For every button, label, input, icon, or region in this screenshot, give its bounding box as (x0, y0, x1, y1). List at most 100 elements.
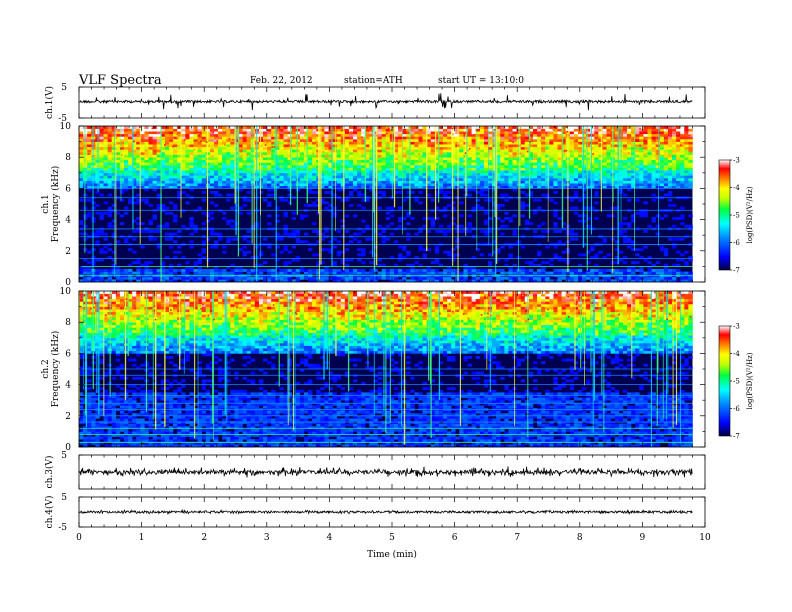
spectrogram-cell (357, 139, 362, 142)
spectrogram-cell (242, 159, 247, 163)
spectrogram-cell (373, 193, 378, 197)
spectrogram-cell (353, 146, 358, 150)
spectrogram-cell (430, 271, 436, 275)
spectrogram-cell (111, 271, 117, 275)
spectrogram-cell (541, 136, 546, 140)
spectrogram-cell (520, 136, 526, 140)
spectrogram-cell (267, 128, 272, 132)
spectrogram-cell (328, 204, 333, 207)
spectrogram-cell (455, 152, 460, 155)
spectrogram-cell (218, 144, 223, 148)
spectrogram-cell (541, 183, 546, 187)
spectrogram-cell (414, 180, 419, 184)
spectrogram-cell (471, 209, 477, 213)
spectrogram-cell (328, 178, 333, 181)
spectrogram-cell (504, 144, 509, 148)
spectrogram-cell (160, 154, 166, 158)
spectrogram-cell (561, 258, 566, 262)
spectrogram-cell (398, 146, 403, 150)
spectrogram-cell (602, 240, 607, 244)
spectrogram-cell (549, 178, 554, 181)
spectrogram-cell (132, 154, 137, 158)
spectrogram-cell (373, 178, 378, 181)
spectrogram-cell (119, 139, 125, 142)
spectrogram-cell (455, 167, 460, 171)
spectrogram-cell (136, 193, 141, 197)
spectrogram-cell (471, 178, 477, 181)
spectrogram-cell (496, 279, 501, 283)
spectrogram-cell (132, 146, 137, 150)
spectrogram-cell (504, 180, 509, 184)
spectrogram-cell (627, 279, 632, 283)
spectrogram-cell (381, 146, 387, 150)
spectrogram-cell (332, 175, 337, 179)
spectrogram-cell (246, 276, 252, 280)
spectrogram-cell (193, 172, 198, 176)
spectrogram-cell (332, 165, 337, 168)
spectrogram-cell (520, 144, 526, 148)
spectrogram-cell (271, 136, 276, 140)
spectrogram-cell (246, 157, 252, 161)
spectrogram-cell (209, 271, 215, 275)
spectrogram-cell (614, 172, 620, 176)
spectrogram-cell (434, 276, 440, 280)
spectrogram-cell (320, 185, 325, 189)
spectrogram-cell (471, 183, 477, 187)
spectrogram-cell (639, 279, 644, 283)
spectrogram-cell (340, 185, 346, 189)
spectrogram-cell (275, 175, 280, 179)
spectrogram-cell (287, 185, 292, 189)
spectrogram-cell (136, 170, 141, 174)
spectrogram-cell (381, 126, 387, 129)
spectrogram-cell (119, 159, 125, 163)
spectrogram-cell (213, 133, 219, 137)
spectrogram-cell (631, 159, 636, 163)
spectrogram-cell (275, 206, 280, 210)
spectrogram-cell (385, 175, 391, 179)
spectrogram-cell (520, 146, 526, 150)
spectrogram-cell (267, 276, 272, 280)
spectrogram-cell (308, 141, 313, 145)
spectrogram-cell (132, 126, 137, 129)
spectrogram-cell (308, 139, 313, 142)
spectrogram-cell (504, 128, 509, 132)
spectrogram-cell (361, 149, 366, 153)
spectrogram-cell (103, 167, 108, 171)
spectrogram-cell (303, 146, 309, 150)
spectrogram-cell (299, 152, 305, 155)
spectrogram-cell (324, 170, 329, 174)
spectrogram-cell (136, 165, 141, 168)
spectrogram-cell (627, 157, 632, 161)
spectrogram-cell (524, 193, 530, 197)
spectrogram-cell (398, 149, 403, 153)
spectrogram-cell (516, 149, 522, 153)
spectrogram-cell (119, 144, 125, 148)
spectrogram-cell (406, 144, 411, 148)
spectrogram-cell (267, 193, 272, 197)
spectrogram-cell (222, 139, 227, 142)
spectrogram-cell (532, 146, 538, 150)
spectrogram-cell (622, 165, 628, 168)
spectrogram-cell (181, 136, 186, 140)
spectrogram-cell (144, 180, 149, 184)
spectrogram-cell (136, 178, 141, 181)
spectrogram-cell (357, 180, 362, 184)
spectrogram-cell (197, 165, 202, 168)
spectrogram-cell (79, 271, 84, 275)
spectrogram-cell (324, 144, 329, 148)
spectrogram-cell (324, 271, 329, 275)
spectrogram-cell (426, 178, 432, 181)
spectrogram-cell (365, 144, 370, 148)
spectrogram-cell (447, 139, 452, 142)
spectrogram-cell (340, 178, 346, 181)
spectrogram-cell (136, 175, 141, 179)
spectrogram-cell (275, 178, 280, 181)
spectrogram-cell (516, 185, 522, 189)
spectrogram-cell (111, 185, 117, 189)
spectrogram-cell (500, 180, 505, 184)
spectrogram-cell (496, 149, 501, 153)
spectrogram-cell (398, 152, 403, 155)
spectrogram-cell (160, 144, 166, 148)
spectrogram-cell (622, 279, 628, 283)
spectrogram-cell (181, 185, 186, 189)
